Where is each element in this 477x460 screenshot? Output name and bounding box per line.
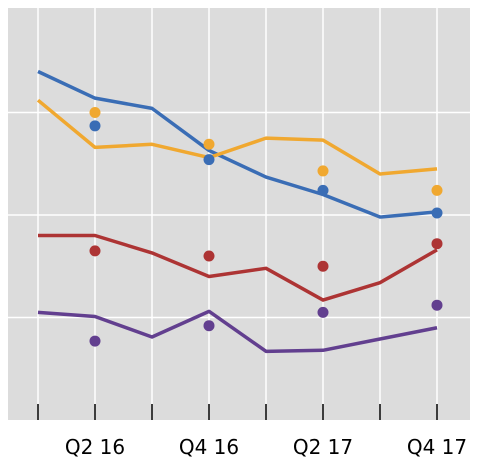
- data-point: [203, 138, 215, 150]
- series-line: [37, 69, 438, 219]
- x-tick-label: Q2 16: [65, 435, 125, 459]
- data-point: [431, 207, 443, 219]
- series-line: [36, 98, 438, 176]
- plot-area: [8, 8, 470, 420]
- series-line: [37, 309, 438, 354]
- series-line: [38, 233, 438, 302]
- data-point: [431, 238, 443, 250]
- x-tick-label: Q2 17: [293, 435, 353, 459]
- data-point: [431, 184, 443, 196]
- data-point: [317, 165, 329, 177]
- data-point: [89, 335, 101, 347]
- data-point: [203, 320, 215, 332]
- x-tick-label: Q4 16: [179, 435, 239, 459]
- data-point: [317, 260, 329, 272]
- data-point: [89, 120, 101, 132]
- data-point: [317, 184, 329, 196]
- data-point: [203, 250, 215, 262]
- data-point: [431, 299, 443, 311]
- data-point: [89, 245, 101, 257]
- x-tick-label: Q4 17: [407, 435, 467, 459]
- data-point: [203, 154, 215, 166]
- data-point: [89, 107, 101, 118]
- data-point: [317, 306, 329, 318]
